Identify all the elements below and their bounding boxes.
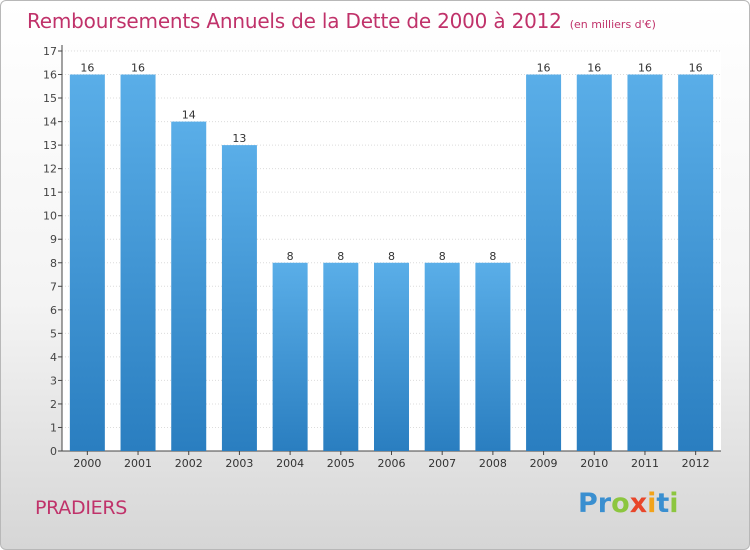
data-label-2010: 16: [587, 62, 601, 75]
y-tick-label: 6: [50, 304, 57, 317]
brand-letter: x: [629, 488, 648, 519]
y-tick-label: 10: [43, 210, 57, 223]
data-label-2011: 16: [638, 62, 652, 75]
bar-2004: [272, 262, 308, 451]
y-tick-label: 1: [50, 421, 57, 434]
brand-letter: i: [669, 488, 679, 519]
x-tick-label-2006: 2006: [378, 457, 406, 470]
data-label-2007: 8: [439, 250, 446, 263]
bar-2011: [627, 74, 663, 451]
x-tick-label-2007: 2007: [428, 457, 456, 470]
y-tick-label: 7: [50, 280, 57, 293]
bar-2006: [374, 262, 409, 451]
bar-2003: [221, 145, 257, 451]
chart-title-text: Remboursements Annuels de la Dette de 20…: [27, 9, 562, 33]
x-tick-label-2001: 2001: [124, 457, 152, 470]
data-label-2006: 8: [388, 250, 395, 263]
y-tick-label: 0: [50, 445, 57, 458]
data-label-2002: 14: [182, 109, 196, 122]
town-name: PRADIERS: [35, 497, 127, 519]
bar-2001: [120, 74, 156, 451]
bar-2000: [69, 74, 105, 451]
bar-2009: [526, 74, 562, 451]
data-label-2008: 8: [489, 250, 496, 263]
bar-2008: [475, 262, 511, 451]
bar-2012: [678, 74, 714, 451]
y-tick-label: 17: [43, 45, 57, 58]
data-label-2001: 16: [131, 62, 145, 75]
x-tick-label-2010: 2010: [580, 457, 608, 470]
data-label-2004: 8: [287, 250, 294, 263]
y-tick-label: 14: [43, 116, 57, 129]
x-tick-label-2009: 2009: [530, 457, 558, 470]
data-label-2012: 16: [689, 62, 703, 75]
x-tick-label-2011: 2011: [631, 457, 659, 470]
y-tick-label: 8: [50, 257, 57, 270]
x-tick-label-2012: 2012: [682, 457, 710, 470]
y-tick-label: 9: [50, 233, 57, 246]
y-tick-label: 2: [50, 398, 57, 411]
x-tick-label-2008: 2008: [479, 457, 507, 470]
y-tick-label: 16: [43, 69, 57, 82]
bar-2005: [323, 262, 359, 451]
bar-2007: [424, 262, 460, 451]
brand-letter: r: [597, 488, 612, 519]
y-tick-label: 13: [43, 139, 57, 152]
y-tick-label: 12: [43, 163, 57, 176]
bar-2002: [171, 121, 207, 452]
brand-logo: Proxiti: [578, 488, 679, 519]
bar-2010: [576, 74, 612, 451]
x-tick-label-2004: 2004: [276, 457, 304, 470]
chart-unit-label: (en milliers d'€): [569, 18, 656, 31]
x-tick-label-2005: 2005: [327, 457, 355, 470]
brand-letter: i: [647, 488, 657, 519]
data-label-2009: 16: [537, 62, 551, 75]
brand-letter: t: [656, 488, 670, 519]
x-tick-label-2003: 2003: [225, 457, 253, 470]
data-label-2003: 13: [232, 132, 246, 145]
y-tick-label: 5: [50, 327, 57, 340]
x-tick-label-2002: 2002: [175, 457, 203, 470]
brand-letter: P: [578, 488, 598, 519]
data-label-2000: 16: [80, 62, 94, 75]
data-label-2005: 8: [337, 250, 344, 263]
chart-title: Remboursements Annuels de la Dette de 20…: [27, 9, 656, 33]
y-tick-label: 3: [50, 374, 57, 387]
y-tick-label: 15: [43, 92, 57, 105]
x-tick-label-2000: 2000: [73, 457, 101, 470]
y-tick-label: 11: [43, 186, 57, 199]
brand-letter: o: [611, 488, 630, 519]
y-tick-label: 4: [50, 351, 57, 364]
